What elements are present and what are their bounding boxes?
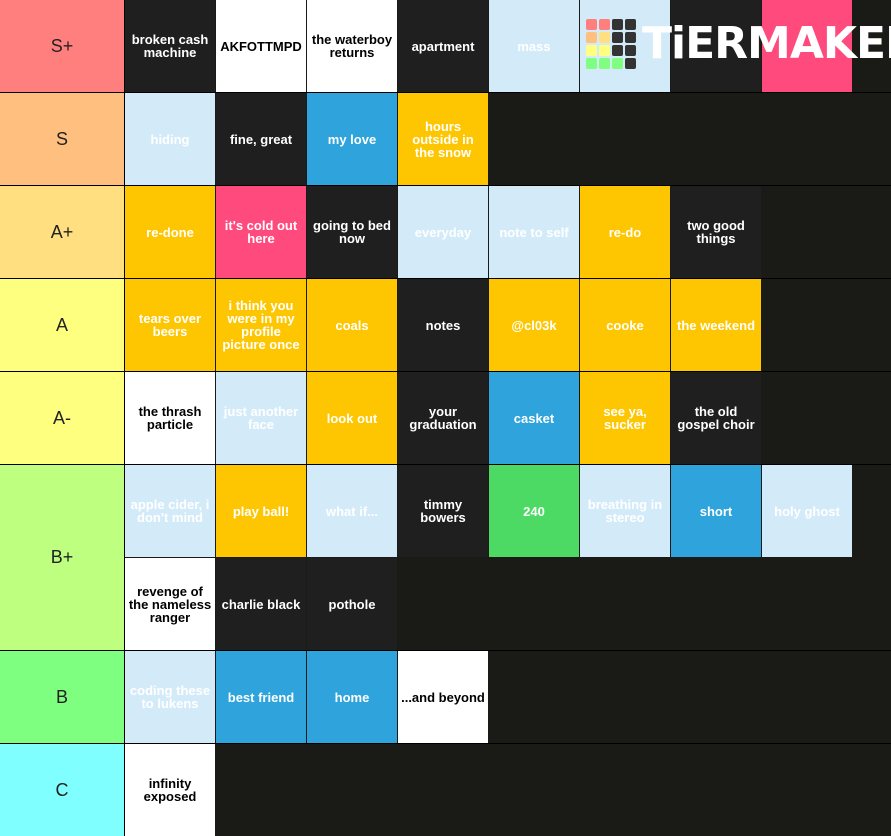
tier-item[interactable] (762, 0, 852, 92)
tier-items: re-done it's cold out here going to bed no… (125, 186, 891, 278)
tier-item[interactable]: note to self (489, 186, 579, 278)
tier-item[interactable]: my love (307, 93, 397, 185)
tier-item[interactable]: tears over beers (125, 279, 215, 371)
tier-row: B+ apple cider, i don't mind play ball! wha… (0, 465, 891, 651)
tier-item[interactable]: just another face (216, 372, 306, 464)
tier-row: A-the thrash particle just another face lo… (0, 372, 891, 465)
tier-item[interactable]: two good things (671, 186, 761, 278)
tier-items: tears over beers i think you were in my p… (125, 279, 891, 371)
tier-item[interactable]: play ball! (216, 465, 306, 557)
tier-item[interactable]: the weekend (671, 279, 761, 371)
tier-item[interactable]: everyday (398, 186, 488, 278)
tier-item[interactable]: broken cash machine (125, 0, 215, 92)
logo: TiERMAKER (586, 18, 891, 69)
tier-label: B+ (0, 465, 125, 650)
tier-item[interactable]: casket (489, 372, 579, 464)
tier-items: the thrash particle just another face look… (125, 372, 891, 464)
tier-items: hiding fine, great my love hours outside in… (125, 93, 891, 185)
tier-item[interactable]: the thrash particle (125, 372, 215, 464)
tier-item[interactable]: the waterboy returns (307, 0, 397, 92)
tier-item[interactable]: @cl03k (489, 279, 579, 371)
tier-item[interactable]: infinity exposed (125, 744, 215, 836)
tier-item[interactable]: best friend (216, 651, 306, 743)
tier-item[interactable]: hiding (125, 93, 215, 185)
logo-text: TiERMAKER (642, 18, 891, 69)
tier-item[interactable]: breathing in stereo (580, 465, 670, 557)
tier-item[interactable]: re-done (125, 186, 215, 278)
tier-label: A (0, 279, 125, 371)
tier-item[interactable]: coding these to lukens (125, 651, 215, 743)
tier-item[interactable]: pothole (307, 558, 397, 650)
tier-label: S+ (0, 0, 125, 92)
tier-row: S+ broken cash machine AKFOTTMPD the waterb… (0, 0, 891, 93)
tier-item[interactable]: home (307, 651, 397, 743)
tier-item[interactable]: apple cider, i don't mind (125, 465, 215, 557)
logo-icon (586, 18, 636, 69)
tier-item[interactable]: re-do (580, 186, 670, 278)
tier-item[interactable]: it's cold out here (216, 186, 306, 278)
tier-item[interactable]: AKFOTTMPD (216, 0, 306, 92)
tier-item[interactable]: short (671, 465, 761, 557)
tier-item[interactable]: i think you were in my profile picture o… (216, 279, 306, 371)
tier-row: A+ re-done it's cold out here going to bed … (0, 186, 891, 279)
tier-item[interactable]: mass (489, 0, 579, 92)
tier-item[interactable]: holy ghost (762, 465, 852, 557)
tier-label: C (0, 744, 125, 836)
tier-item[interactable]: see ya, sucker (580, 372, 670, 464)
tier-items: broken cash machine AKFOTTMPD the waterboy… (125, 0, 891, 92)
tier-label: S (0, 93, 125, 185)
tier-label: A- (0, 372, 125, 464)
tier-item[interactable]: fine, great (216, 93, 306, 185)
tier-item[interactable] (671, 0, 761, 92)
tier-label: A+ (0, 186, 125, 278)
tier-item[interactable]: charlie black (216, 558, 306, 650)
tier-item[interactable]: revenge of the nameless ranger (125, 558, 215, 650)
tier-item[interactable]: timmy bowers (398, 465, 488, 557)
tier-item[interactable]: the old gospel choir (671, 372, 761, 464)
tier-items: apple cider, i don't mind play ball! what … (125, 465, 891, 650)
tier-item[interactable]: 240 (489, 465, 579, 557)
tier-item[interactable]: going to bed now (307, 186, 397, 278)
tier-items: infinity exposed (125, 744, 891, 836)
tier-item[interactable]: notes (398, 279, 488, 371)
tier-item[interactable]: apartment (398, 0, 488, 92)
tier-item[interactable]: what if... (307, 465, 397, 557)
tier-item[interactable]: hours outside in the snow (398, 93, 488, 185)
tier-item[interactable]: look out (307, 372, 397, 464)
tier-item[interactable]: coals (307, 279, 397, 371)
tier-item[interactable]: your graduation (398, 372, 488, 464)
tier-item[interactable]: cooke (580, 279, 670, 371)
tier-items: coding these to lukens best friend home...… (125, 651, 891, 743)
tier-label: B (0, 651, 125, 743)
tier-item[interactable]: ...and beyond (398, 651, 488, 743)
